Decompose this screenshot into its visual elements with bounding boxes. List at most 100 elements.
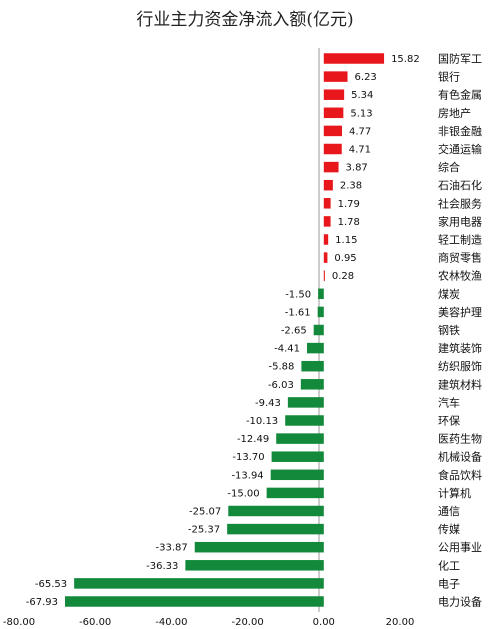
bar-25 bbox=[266, 487, 324, 499]
bars-group: 15.82 国防军工 6.23 银行 5.34 有色金属 5.13 房地产 4.77 非银金融 4.… bbox=[26, 52, 482, 609]
bar-21 bbox=[285, 415, 324, 426]
data-label: 6.23 bbox=[355, 72, 377, 83]
bar-31 bbox=[64, 596, 324, 607]
bar-20 bbox=[287, 397, 324, 408]
bar-1 bbox=[323, 53, 385, 64]
data-label: -10.13 bbox=[246, 416, 278, 427]
category-label: 国防军工 bbox=[438, 52, 482, 66]
category-label: 医药生物 bbox=[438, 432, 482, 446]
x-tick-label: -20.00 bbox=[231, 617, 263, 628]
bar-23 bbox=[271, 451, 324, 462]
bar-18 bbox=[301, 360, 324, 372]
data-label: 1.79 bbox=[338, 199, 360, 210]
category-label: 环保 bbox=[438, 414, 460, 428]
category-label: 石油石化 bbox=[438, 178, 482, 192]
data-label: 2.38 bbox=[340, 181, 362, 192]
bar-12 bbox=[323, 252, 328, 263]
data-label: 4.77 bbox=[349, 126, 371, 137]
x-tick-label: 0.00 bbox=[313, 617, 335, 628]
data-label: -25.37 bbox=[188, 525, 220, 536]
category-label: 建筑材料 bbox=[438, 377, 482, 391]
bar-30 bbox=[74, 578, 324, 589]
chart-title: 行业主力资金净流入额(亿元) bbox=[136, 10, 353, 30]
category-label: 化工 bbox=[438, 558, 460, 572]
category-label: 煤炭 bbox=[438, 288, 460, 301]
bar-10 bbox=[323, 216, 331, 227]
bar-15 bbox=[317, 306, 324, 318]
bar-29 bbox=[185, 560, 324, 571]
data-label: -13.70 bbox=[232, 452, 264, 463]
bar-4 bbox=[323, 107, 344, 119]
data-label: -2.65 bbox=[281, 326, 307, 337]
data-label: 15.82 bbox=[391, 54, 420, 65]
bar-3 bbox=[323, 89, 345, 100]
category-label: 社会服务 bbox=[438, 196, 482, 210]
bar-26 bbox=[228, 505, 324, 517]
bar-13 bbox=[323, 270, 325, 281]
bar-24 bbox=[270, 469, 324, 481]
category-label: 汽车 bbox=[438, 395, 460, 409]
data-label: -5.88 bbox=[269, 362, 295, 373]
data-label: 1.15 bbox=[335, 235, 357, 246]
category-label: 房地产 bbox=[438, 106, 471, 120]
category-label: 机械设备 bbox=[438, 450, 482, 464]
category-label: 轻工制造 bbox=[438, 233, 482, 247]
data-label: -1.50 bbox=[285, 289, 311, 300]
category-label: 银行 bbox=[438, 70, 460, 84]
data-label: 4.71 bbox=[349, 145, 371, 156]
bar-7 bbox=[323, 161, 339, 173]
bar-5 bbox=[323, 125, 342, 137]
category-label: 公用事业 bbox=[438, 541, 482, 554]
category-label: 钢铁 bbox=[438, 324, 460, 337]
category-label: 建筑装饰 bbox=[438, 341, 482, 355]
data-label: -9.43 bbox=[255, 398, 281, 409]
category-label: 传媒 bbox=[438, 523, 460, 536]
data-label: -36.33 bbox=[146, 561, 178, 572]
data-label: 5.34 bbox=[351, 90, 373, 101]
x-tick-label: -40.00 bbox=[155, 617, 187, 628]
bar-19 bbox=[300, 379, 324, 390]
data-label: -67.93 bbox=[26, 597, 58, 608]
bar-9 bbox=[323, 198, 331, 209]
bar-17 bbox=[307, 342, 324, 354]
x-tick-label: -80.00 bbox=[3, 617, 35, 628]
bar-22 bbox=[276, 433, 324, 444]
category-label: 商贸零售 bbox=[438, 251, 482, 265]
category-label: 食品饮料 bbox=[438, 468, 482, 482]
category-label: 美容护理 bbox=[438, 305, 482, 319]
data-label: -12.49 bbox=[237, 434, 269, 445]
category-label: 电力设备 bbox=[438, 595, 482, 609]
data-label: -13.94 bbox=[231, 470, 263, 481]
data-label: 5.13 bbox=[350, 108, 372, 119]
category-label: 非银金融 bbox=[438, 124, 482, 138]
data-label: -33.87 bbox=[156, 543, 188, 554]
category-label: 农林牧渔 bbox=[438, 269, 482, 283]
data-label: -4.41 bbox=[274, 344, 300, 355]
x-axis-ticks: -80.00 -60.00 -40.00 -20.00 0.00 20.00 bbox=[3, 617, 414, 628]
data-label: -15.00 bbox=[227, 488, 259, 499]
category-label: 计算机 bbox=[438, 486, 471, 500]
bar-16 bbox=[313, 324, 324, 336]
bar-14 bbox=[318, 288, 324, 300]
category-label: 纺织服饰 bbox=[438, 359, 482, 373]
data-label: 1.78 bbox=[338, 217, 360, 228]
category-label: 有色金属 bbox=[438, 88, 482, 102]
bar-27 bbox=[227, 523, 324, 535]
data-label: -6.03 bbox=[268, 380, 294, 391]
category-label: 综合 bbox=[438, 160, 460, 174]
data-label: 3.87 bbox=[346, 163, 368, 174]
data-label: -25.07 bbox=[189, 507, 221, 518]
data-label: -65.53 bbox=[35, 579, 67, 590]
bar-11 bbox=[323, 234, 329, 245]
bar-28 bbox=[194, 541, 324, 553]
data-label: 0.95 bbox=[334, 253, 356, 264]
x-tick-label: 20.00 bbox=[386, 617, 415, 628]
data-label: 0.28 bbox=[332, 271, 354, 282]
category-label: 通信 bbox=[438, 505, 460, 518]
data-label: -1.61 bbox=[285, 307, 311, 318]
x-tick-label: -60.00 bbox=[79, 617, 111, 628]
category-label: 电子 bbox=[438, 577, 460, 590]
category-label: 家用电器 bbox=[438, 214, 482, 228]
category-label: 交通运输 bbox=[438, 142, 482, 156]
